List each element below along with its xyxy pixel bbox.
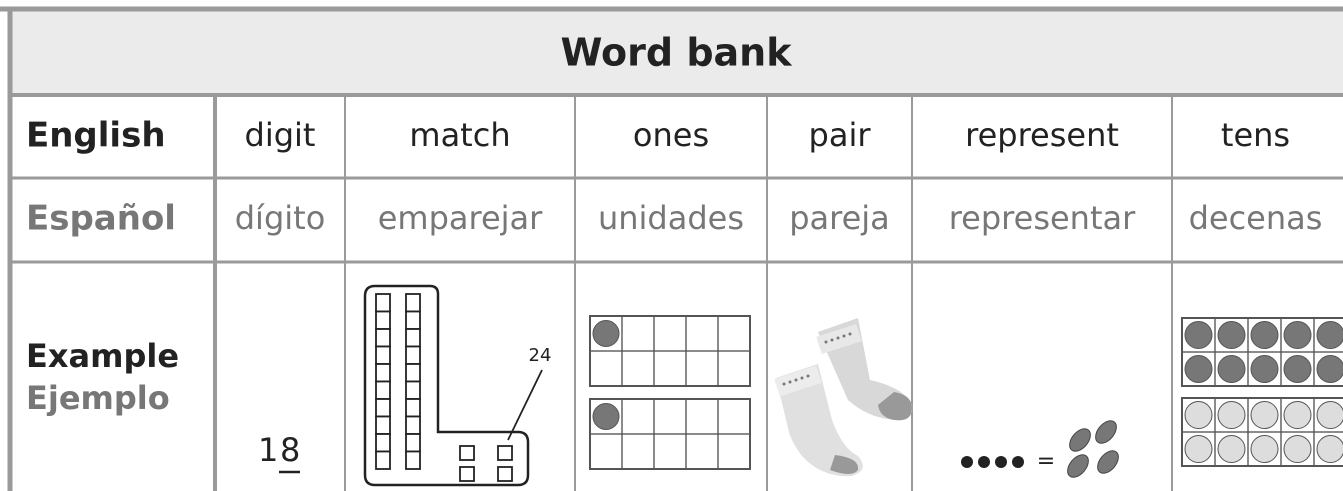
ten-rods <box>375 293 421 470</box>
counter <box>1184 435 1213 463</box>
counter <box>1316 435 1343 463</box>
match-label: 24 <box>529 345 552 366</box>
row-label: Español <box>26 199 176 239</box>
counter <box>1283 401 1312 429</box>
row-label: English <box>26 116 166 156</box>
rod-unit <box>375 398 391 418</box>
ones-cubes <box>459 445 513 482</box>
counter <box>1217 401 1246 429</box>
counter <box>1316 401 1343 429</box>
counter <box>1283 321 1312 349</box>
socks <box>774 318 913 477</box>
counter <box>1283 355 1312 383</box>
counter <box>1250 321 1279 349</box>
counter <box>1184 321 1213 349</box>
rod-unit <box>405 345 421 365</box>
spanish-word: pareja <box>789 199 890 237</box>
row-label: Example <box>26 337 179 375</box>
counter <box>1250 355 1279 383</box>
row-label: Ejemplo <box>26 379 170 417</box>
spanish-word: unidades <box>598 199 744 237</box>
counter <box>1283 435 1312 463</box>
counter <box>1184 401 1213 429</box>
rod-unit <box>405 398 421 418</box>
english-word: digit <box>245 116 316 154</box>
title: Word bank <box>560 31 792 75</box>
counter <box>1217 355 1246 383</box>
rod-unit <box>375 310 391 330</box>
counter <box>1217 435 1246 463</box>
rod-unit <box>405 310 421 330</box>
title-bg <box>10 10 1343 95</box>
counter <box>592 320 620 347</box>
rod-unit <box>375 433 391 453</box>
counter <box>592 403 620 430</box>
spanish-word: emparejar <box>378 199 543 237</box>
outline <box>363 284 530 487</box>
counter <box>1250 401 1279 429</box>
rod-unit <box>375 380 391 400</box>
rod-unit <box>405 415 421 435</box>
english-word: ones <box>633 116 709 154</box>
english-word: tens <box>1221 116 1290 154</box>
rod-unit <box>405 293 421 313</box>
rod-unit <box>405 363 421 383</box>
example-digit: 8 <box>280 431 300 469</box>
spanish-word: representar <box>949 199 1136 237</box>
pointer <box>507 369 543 441</box>
rod-unit <box>375 450 391 470</box>
equals: = <box>1037 449 1055 474</box>
ten-frames <box>1181 317 1343 467</box>
frame-cell <box>1313 431 1343 467</box>
english-word: represent <box>965 116 1119 154</box>
counter <box>1250 435 1279 463</box>
footballs <box>1067 420 1119 478</box>
english-word: pair <box>809 116 872 154</box>
example-digit: 1 <box>258 431 278 469</box>
rod-unit <box>375 293 391 313</box>
counter <box>1217 321 1246 349</box>
frame-cell <box>717 433 751 470</box>
ten-frames <box>589 315 751 470</box>
rod-unit <box>375 328 391 348</box>
rod-unit <box>405 433 421 453</box>
spanish-word: dígito <box>235 199 326 237</box>
english-word: match <box>409 116 510 154</box>
rod-unit <box>405 328 421 348</box>
counter <box>1316 321 1343 349</box>
column-borders <box>344 95 1173 491</box>
frame-cell <box>717 350 751 387</box>
rod-unit <box>405 450 421 470</box>
rod-unit <box>375 345 391 365</box>
frame-cell <box>1313 351 1343 387</box>
rod-unit <box>375 363 391 383</box>
spanish-word: decenas <box>1189 199 1323 237</box>
rod-unit <box>405 380 421 400</box>
counter <box>1184 355 1213 383</box>
counter <box>1316 355 1343 383</box>
rod-unit <box>375 415 391 435</box>
dots <box>961 456 1024 468</box>
